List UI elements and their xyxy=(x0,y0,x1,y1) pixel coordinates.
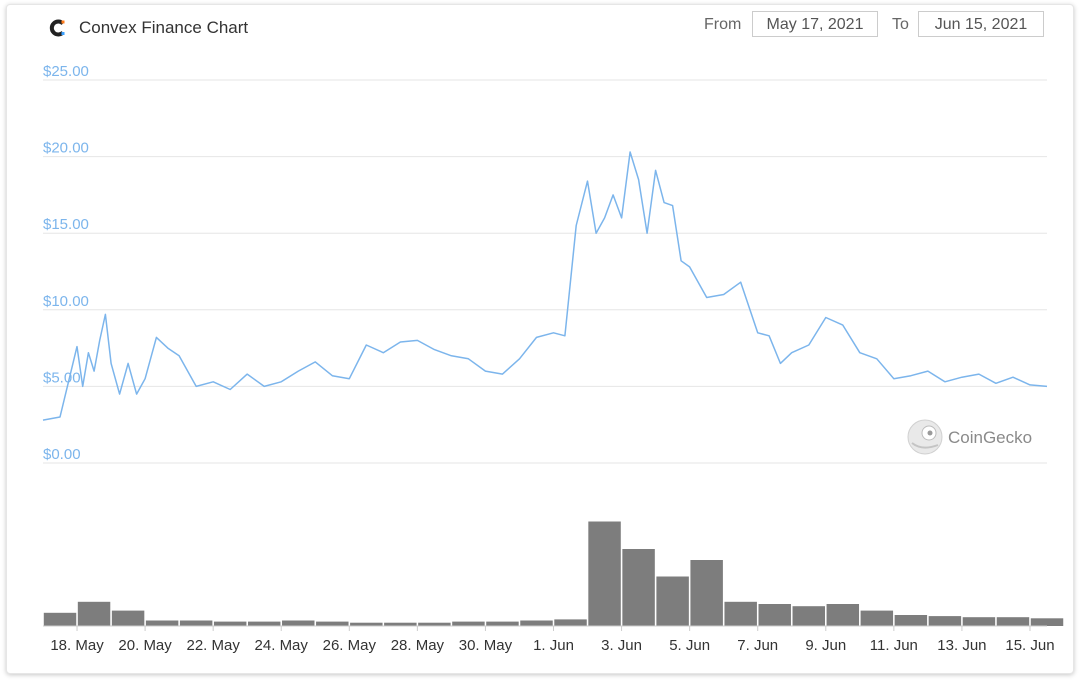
volume-bar xyxy=(179,620,213,626)
price-volume-chart[interactable]: $0.00 $5.00 $10.00 $15.00 $20.00 $25.00 18. M… xyxy=(7,5,1073,673)
price-line xyxy=(42,151,1048,421)
x-tick-label: 11. Jun xyxy=(870,637,918,654)
y-tick-label: $0.00 xyxy=(43,446,81,463)
volume-bar xyxy=(350,622,383,626)
x-tick-label: 18. May xyxy=(50,637,104,654)
grid-lines xyxy=(43,79,1047,464)
volume-bar xyxy=(724,601,757,626)
y-tick-label: $15.00 xyxy=(43,216,89,233)
x-tick-label: 13. Jun xyxy=(937,637,986,654)
volume-bars xyxy=(43,521,1064,627)
y-tick-label: $5.00 xyxy=(43,369,81,386)
x-tick-label: 20. May xyxy=(118,637,172,654)
volume-bar xyxy=(860,610,894,626)
x-tick-label: 28. May xyxy=(391,637,445,654)
y-tick-label: $25.00 xyxy=(43,63,89,80)
volume-bar xyxy=(690,560,723,626)
volume-bar xyxy=(77,601,111,626)
volume-bar xyxy=(826,604,860,626)
volume-bar xyxy=(213,621,247,626)
volume-bar xyxy=(145,620,179,626)
x-tick-label: 5. Jun xyxy=(669,637,710,654)
volume-bar xyxy=(894,615,928,626)
volume-bar xyxy=(588,521,621,626)
volume-bar xyxy=(43,612,77,626)
convex-logo-icon xyxy=(49,19,65,37)
to-label: To xyxy=(892,16,909,33)
volume-bar xyxy=(1030,618,1064,626)
volume-bar xyxy=(486,621,519,626)
volume-bar xyxy=(928,616,962,626)
x-tick-label: 15. Jun xyxy=(1005,637,1054,654)
x-tick-label: 24. May xyxy=(255,637,309,654)
price-series xyxy=(42,151,1048,421)
to-date-input[interactable]: Jun 15, 2021 xyxy=(918,11,1044,37)
x-tick-label: 22. May xyxy=(186,637,240,654)
y-tick-label: $20.00 xyxy=(43,140,89,157)
x-tick-label: 7. Jun xyxy=(737,637,778,654)
x-tick-label: 9. Jun xyxy=(805,637,846,654)
volume-bar xyxy=(622,549,655,626)
x-tick-label: 30. May xyxy=(459,637,513,654)
coingecko-watermark: CoinGecko xyxy=(907,419,1032,455)
volume-bar xyxy=(996,617,1030,626)
volume-bar xyxy=(384,622,417,626)
volume-bar xyxy=(962,617,996,626)
y-tick-label: $10.00 xyxy=(43,293,89,310)
x-tick-label: 1. Jun xyxy=(533,637,574,654)
gecko-icon xyxy=(907,419,943,455)
volume-bar xyxy=(792,606,825,626)
volume-bar xyxy=(758,604,791,626)
volume-bar xyxy=(520,620,553,626)
volume-bar xyxy=(656,576,689,626)
volume-bar xyxy=(247,621,281,626)
chart-title: Convex Finance Chart xyxy=(79,18,249,37)
watermark-text: CoinGecko xyxy=(948,428,1032,447)
volume-bar xyxy=(282,620,315,626)
volume-bar xyxy=(111,610,145,626)
x-tick-label: 3. Jun xyxy=(601,637,642,654)
x-axis-labels: 18. May 20. May 22. May 24. May 26. May 28. M… xyxy=(50,626,1055,654)
y-axis-labels: $0.00 $5.00 $10.00 $15.00 $20.00 $25.00 xyxy=(43,63,89,463)
volume-bar xyxy=(316,621,349,626)
from-date-input[interactable]: May 17, 2021 xyxy=(752,11,878,37)
x-tick-label: 26. May xyxy=(323,637,377,654)
chart-card: Convex Finance Chart From May 17, 2021 T… xyxy=(6,4,1074,674)
volume-bar xyxy=(452,621,485,626)
volume-bar xyxy=(554,619,587,626)
volume-bar xyxy=(418,622,451,626)
from-label: From xyxy=(704,16,742,33)
